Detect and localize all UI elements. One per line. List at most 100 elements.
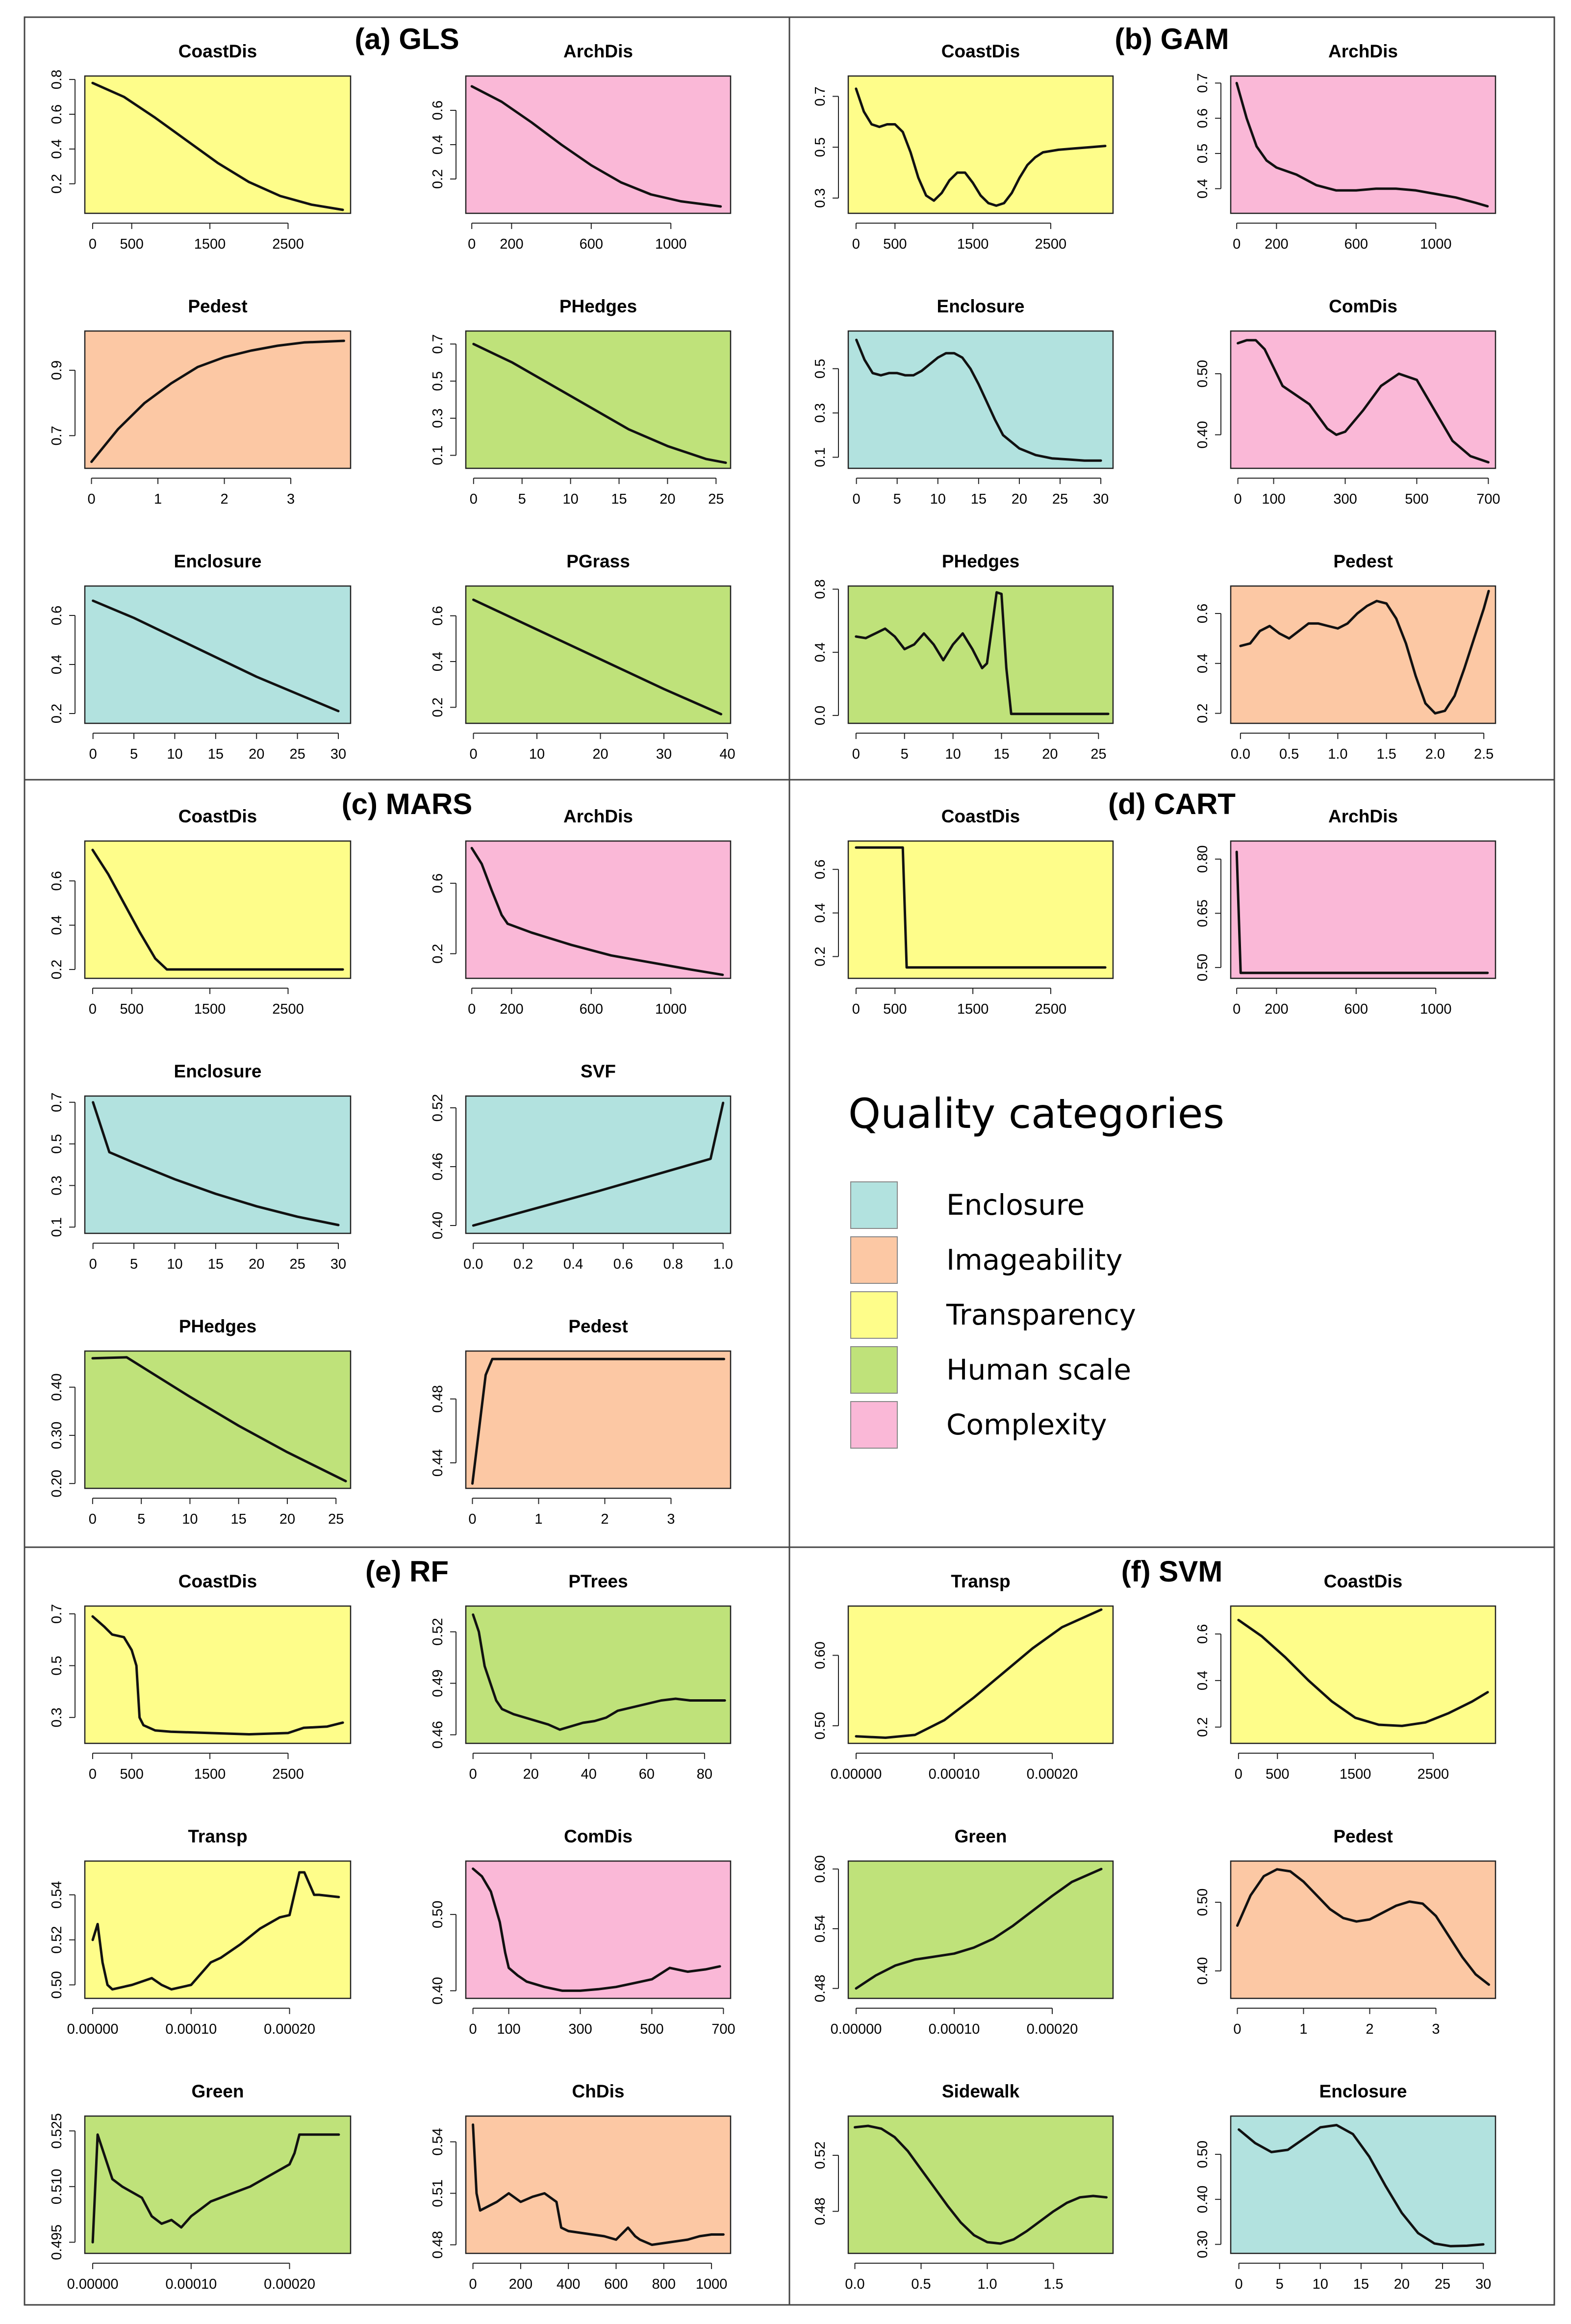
y-tick-label: 0.2 bbox=[49, 174, 65, 194]
y-tick-label: 0.4 bbox=[430, 135, 446, 154]
x-tick-label: 2 bbox=[601, 1511, 608, 1527]
y-tick-label: 0.9 bbox=[49, 360, 65, 380]
panel-title: Enclosure bbox=[1319, 2081, 1407, 2101]
y-tick-label: 0.7 bbox=[49, 1093, 65, 1112]
x-tick-label: 1500 bbox=[1340, 1766, 1371, 1782]
panel: CoastDis 0 500 1500 2500 0.3 0.5 0.7 bbox=[49, 1571, 352, 1782]
y-tick-label: 0.4 bbox=[1195, 1671, 1211, 1690]
y-tick-label: 0.40 bbox=[430, 1977, 446, 2004]
x-tick-label: 25 bbox=[289, 1256, 305, 1272]
x-tick-label: 30 bbox=[1093, 491, 1109, 507]
x-tick-label: 600 bbox=[604, 2276, 628, 2292]
y-tick-label: 0.3 bbox=[812, 188, 828, 208]
y-tick-label: 0.50 bbox=[812, 1712, 828, 1739]
panel-plot-area bbox=[465, 585, 732, 724]
panel-plot-area bbox=[84, 75, 352, 214]
group-label: (c) MARS bbox=[342, 788, 473, 820]
panel: ChDis 0 200 400 600 800 1000 0.48 0.51 0.54 bbox=[430, 2081, 732, 2292]
x-tick-label: 1000 bbox=[1420, 1001, 1452, 1017]
x-tick-label: 0 bbox=[852, 746, 860, 762]
x-tick-label: 0 bbox=[89, 1511, 97, 1527]
panel-plot-area bbox=[847, 330, 1114, 469]
y-tick-label: 0.40 bbox=[1195, 1957, 1211, 1985]
panel: PTrees 0 20 40 60 80 0.46 0.49 0.52 bbox=[430, 1571, 732, 1782]
y-tick-label: 0.5 bbox=[49, 1134, 65, 1153]
y-tick-label: 0.3 bbox=[812, 403, 828, 423]
x-tick-label: 25 bbox=[1435, 2276, 1450, 2292]
panel: PHedges 0 5 10 15 20 25 0.20 0.30 0.40 bbox=[49, 1316, 352, 1527]
x-tick-label: 20 bbox=[249, 1256, 264, 1272]
panel-plot-area bbox=[465, 75, 732, 214]
group-label: (b) GAM bbox=[1115, 23, 1229, 55]
x-tick-label: 0 bbox=[1235, 2276, 1243, 2292]
y-tick-label: 0.7 bbox=[49, 426, 65, 445]
panel-title: CoastDis bbox=[941, 806, 1020, 826]
panel-title: Transp bbox=[188, 1826, 247, 1846]
y-tick-label: 0.2 bbox=[1195, 703, 1211, 723]
x-tick-label: 0 bbox=[1233, 2021, 1241, 2037]
panel-plot-area bbox=[84, 840, 352, 979]
x-tick-label: 0 bbox=[89, 1766, 97, 1782]
panel: Transp 0.00000 0.00010 0.00020 0.50 0.52 0.54 bbox=[49, 1826, 352, 2037]
y-tick-label: 0.48 bbox=[812, 1974, 828, 2002]
x-tick-label: 0 bbox=[469, 2276, 477, 2292]
y-tick-label: 0.6 bbox=[49, 871, 65, 891]
panel-title: PTrees bbox=[568, 1571, 628, 1591]
legend: Quality categories Enclosure Imageability… bbox=[848, 1090, 1224, 1449]
panel-plot-area bbox=[84, 1605, 352, 1744]
panel-title: ArchDis bbox=[1328, 806, 1398, 826]
x-tick-label: 500 bbox=[120, 236, 143, 252]
x-tick-label: 20 bbox=[523, 1766, 539, 1782]
group-label: (a) GLS bbox=[355, 23, 459, 55]
x-tick-label: 500 bbox=[120, 1001, 143, 1017]
legend-label: Transparency bbox=[946, 1298, 1136, 1331]
x-tick-label: 1000 bbox=[655, 236, 687, 252]
y-tick-label: 0.4 bbox=[1195, 654, 1211, 673]
panel-title: PHedges bbox=[179, 1316, 256, 1336]
series-line bbox=[1238, 2123, 1485, 2247]
y-tick-label: 0.5 bbox=[812, 359, 828, 379]
panel: PGrass 0 10 20 30 40 0.2 0.4 0.6 bbox=[430, 551, 735, 762]
y-tick-label: 0.7 bbox=[49, 1604, 65, 1624]
x-tick-label: 0 bbox=[87, 491, 95, 507]
x-tick-label: 0 bbox=[1233, 236, 1241, 252]
x-tick-label: 500 bbox=[883, 236, 907, 252]
x-tick-label: 0.5 bbox=[1279, 746, 1299, 762]
panel: Pedest 0 1 2 3 0.7 0.9 bbox=[49, 296, 352, 507]
y-tick-label: 0.3 bbox=[49, 1175, 65, 1195]
x-tick-label: 0 bbox=[468, 1511, 476, 1527]
series-line bbox=[91, 81, 344, 211]
panel-title: CoastDis bbox=[178, 41, 257, 61]
y-tick-label: 0.60 bbox=[812, 1855, 828, 1883]
x-tick-label: 0.00020 bbox=[264, 2276, 315, 2292]
x-tick-label: 0 bbox=[469, 746, 477, 762]
y-tick-label: 0.52 bbox=[812, 2142, 828, 2169]
x-tick-label: 0.0 bbox=[845, 2276, 864, 2292]
y-tick-label: 0.525 bbox=[49, 2113, 65, 2149]
series-line bbox=[1235, 850, 1489, 974]
panel-plot-area bbox=[1230, 585, 1496, 724]
x-tick-label: 15 bbox=[971, 491, 987, 507]
x-tick-label: 3 bbox=[1432, 2021, 1440, 2037]
x-tick-label: 2500 bbox=[272, 1001, 304, 1017]
y-tick-label: 0.0 bbox=[812, 706, 828, 725]
y-tick-label: 0.6 bbox=[812, 860, 828, 879]
panel-title: Green bbox=[192, 2081, 244, 2101]
x-tick-label: 25 bbox=[1090, 746, 1106, 762]
x-tick-label: 700 bbox=[1476, 491, 1500, 507]
panel: CoastDis 0 500 1500 2500 0.3 0.5 0.7 bbox=[812, 41, 1114, 252]
x-tick-label: 0 bbox=[852, 1001, 860, 1017]
y-tick-label: 0.40 bbox=[1195, 2186, 1211, 2213]
x-tick-label: 20 bbox=[279, 1511, 295, 1527]
x-tick-label: 2500 bbox=[272, 236, 304, 252]
x-tick-label: 1.5 bbox=[1043, 2276, 1063, 2292]
y-tick-label: 0.50 bbox=[430, 1901, 446, 1928]
panel-plot-area bbox=[84, 1350, 352, 1489]
x-tick-label: 20 bbox=[249, 746, 264, 762]
panel-title: Pedest bbox=[1333, 551, 1393, 571]
panel-title: PHedges bbox=[942, 551, 1019, 571]
x-tick-label: 0 bbox=[468, 236, 476, 252]
y-tick-label: 0.1 bbox=[430, 445, 446, 465]
panel-plot-area bbox=[465, 840, 732, 979]
x-tick-label: 0.8 bbox=[663, 1256, 683, 1272]
